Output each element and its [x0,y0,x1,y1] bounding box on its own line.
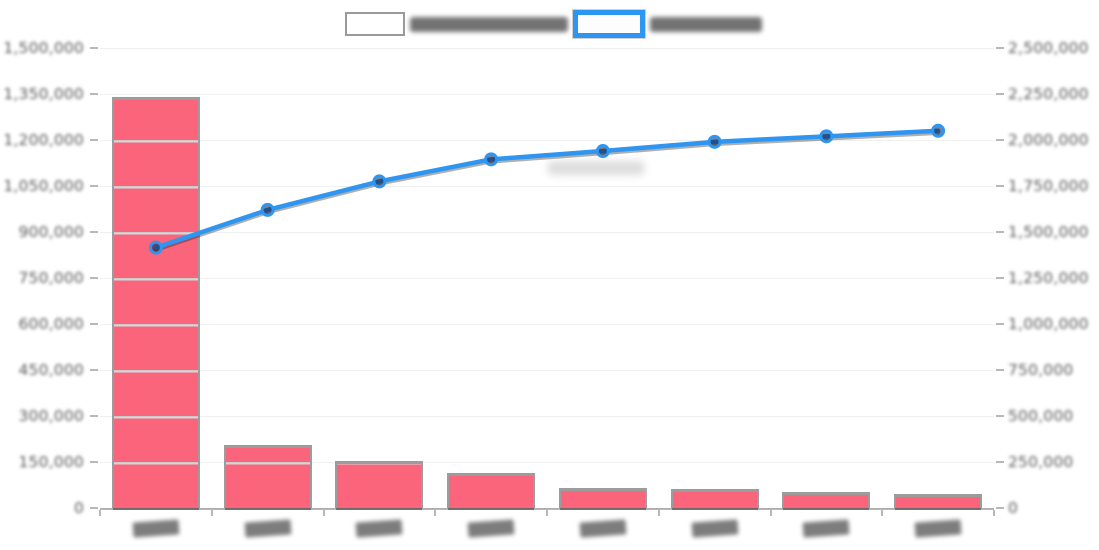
bar [223,445,312,508]
right-axis-tick-label: 2,000,000 [1008,131,1089,149]
right-axis-tick-mark [996,185,1004,187]
data-point-marker [484,152,499,167]
right-axis-tick-mark [996,323,1004,325]
bar [782,491,871,508]
left-axis-tick-label: 600,000 [18,315,84,333]
left-axis-tick-mark [90,369,98,371]
left-axis-tick-label: 1,500,000 [3,39,84,57]
left-axis-tick-label: 1,050,000 [3,177,84,195]
right-axis-tick-label: 1,750,000 [1008,177,1089,195]
gridline [100,93,994,95]
left-axis-tick-label: 1,350,000 [3,85,84,103]
data-point-marker [372,174,387,189]
x-axis-tick-mark [322,510,325,516]
right-axis-tick-mark [996,369,1004,371]
left-axis-tick-label: 750,000 [18,269,84,287]
left-axis-tick-label: 1,200,000 [3,131,84,149]
x-axis-tick-mark [657,510,660,516]
gridline [100,415,994,417]
left-axis-tick-mark [90,415,98,417]
data-point-marker [260,202,275,217]
bar [894,494,983,508]
bar [558,487,647,508]
legend-line-swatch[interactable] [572,9,646,39]
x-axis-line [100,508,994,510]
bar [447,472,536,508]
left-axis-tick-mark [90,461,98,463]
left-axis-tick-label: 0 [73,499,84,517]
right-axis-tick-mark [996,415,1004,417]
x-axis-tick-mark [210,510,213,516]
right-axis-tick-label: 1,500,000 [1008,223,1089,241]
right-axis-tick-label: 2,250,000 [1008,85,1089,103]
x-axis-tick-mark [769,510,772,516]
left-axis-tick-label: 300,000 [18,407,84,425]
right-axis-tick-mark [996,461,1004,463]
legend-bar-label-blurred[interactable] [410,17,568,32]
right-axis-tick-mark [996,47,1004,49]
gridline [100,139,994,141]
bar [335,461,424,508]
right-axis-tick-mark [996,231,1004,233]
right-axis-tick-mark [996,507,1004,509]
legend-bar-swatch[interactable] [345,12,405,36]
x-axis-tick-mark [99,510,101,516]
left-axis-tick-label: 900,000 [18,223,84,241]
left-axis-tick-mark [90,47,98,49]
bar [111,97,200,508]
left-axis-tick-label: 450,000 [18,361,84,379]
left-axis-tick-mark [90,277,98,279]
right-axis-tick-label: 2,500,000 [1008,39,1089,57]
data-point-marker [819,129,834,144]
cumulative-line [153,128,941,250]
left-axis-tick-mark [90,507,98,509]
right-axis-tick-mark [996,277,1004,279]
gridline [100,231,994,233]
right-axis-tick-label: 1,000,000 [1008,315,1089,333]
legend-line-label-blurred[interactable] [650,17,762,32]
data-point-marker [931,123,946,138]
gridline [100,277,994,279]
bar [670,489,759,508]
gridline [100,185,994,187]
left-axis-tick-mark [90,93,98,95]
left-axis-tick-mark [90,185,98,187]
gridline [100,369,994,371]
gridline [100,47,994,49]
left-axis-tick-mark [90,231,98,233]
data-point-marker [595,144,610,159]
right-axis-tick-label: 500,000 [1008,407,1074,425]
x-axis-tick-mark [434,510,437,516]
x-axis-tick-mark [993,510,995,516]
left-axis-tick-label: 150,000 [18,453,84,471]
left-axis-tick-mark [90,139,98,141]
right-axis-tick-mark [996,139,1004,141]
gridline [100,461,994,463]
gridline [100,323,994,325]
left-axis-tick-mark [90,323,98,325]
right-axis-tick-label: 1,250,000 [1008,269,1089,287]
right-axis-tick-label: 750,000 [1008,361,1074,379]
data-point-marker [707,134,722,149]
right-axis-tick-label: 250,000 [1008,453,1074,471]
x-axis-tick-mark [881,510,884,516]
faint-blurred-annotation [548,161,644,175]
x-axis-tick-mark [546,510,548,516]
right-axis-tick-mark [996,93,1004,95]
gridline [100,507,994,509]
right-axis-tick-label: 0 [1008,499,1019,517]
data-point-marker [148,240,163,255]
